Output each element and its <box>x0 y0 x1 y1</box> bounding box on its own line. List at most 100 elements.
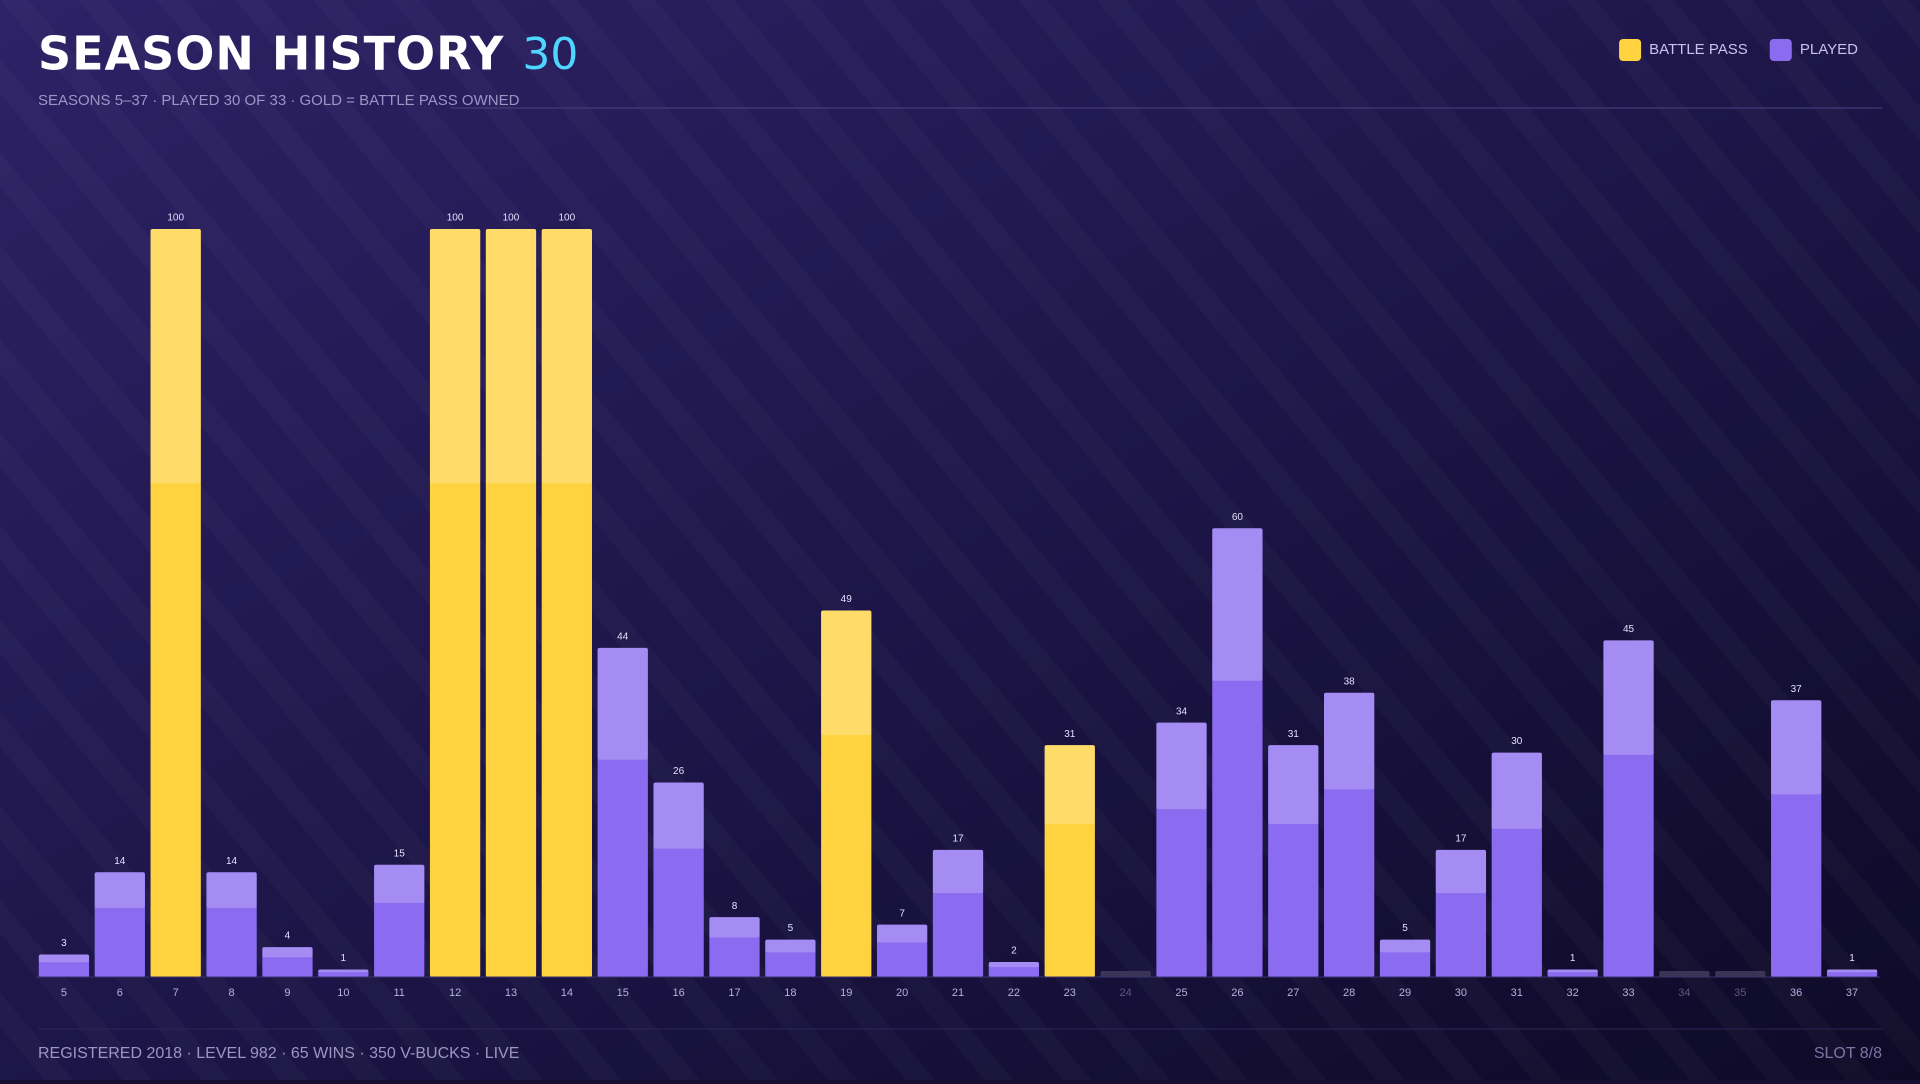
bar-highlight <box>932 849 984 894</box>
bar <box>1324 692 1375 977</box>
bar-highlight <box>765 939 816 953</box>
x-tick-label: 16 <box>672 987 684 999</box>
x-tick-label: 29 <box>1399 987 1411 999</box>
bar <box>38 954 90 977</box>
footer-stats: REGISTERED 2018 · LEVEL 982 · 65 WINS · … <box>38 1045 519 1062</box>
unplayed-stub <box>1659 971 1710 977</box>
bar <box>262 947 313 977</box>
bar-value-label: 1 <box>1849 953 1855 964</box>
bar <box>1771 700 1822 977</box>
x-tick-label: 35 <box>1734 987 1746 999</box>
title: SEASON HISTORY <box>38 27 504 81</box>
bar-highlight <box>1826 969 1878 973</box>
bar-highlight <box>374 864 425 903</box>
bar <box>1547 969 1598 977</box>
x-tick-label: 12 <box>449 987 461 999</box>
x-tick-label: 20 <box>896 987 908 999</box>
bar <box>150 229 201 977</box>
x-tick-label: 18 <box>784 987 796 999</box>
x-tick-label: 19 <box>840 987 852 999</box>
bar-value-label: 8 <box>732 901 738 912</box>
bar <box>1156 722 1207 977</box>
x-tick-label: 22 <box>1008 987 1020 999</box>
bar-highlight <box>821 610 872 736</box>
bar <box>597 647 648 977</box>
unplayed-stub <box>1100 971 1151 977</box>
title-count: 30 <box>522 29 578 80</box>
bar-highlight <box>1268 745 1319 824</box>
x-tick-label: 37 <box>1846 987 1858 999</box>
bar <box>94 872 145 977</box>
bar-value-label: 30 <box>1511 736 1523 747</box>
x-tick-label: 17 <box>728 987 740 999</box>
bar <box>1379 939 1431 977</box>
bar <box>485 229 537 977</box>
bar <box>988 962 1040 977</box>
unplayed-stub <box>1715 971 1766 977</box>
bar-highlight <box>485 229 537 484</box>
bar <box>1212 528 1263 977</box>
bar-highlight <box>653 782 704 849</box>
bar-highlight <box>1771 700 1822 795</box>
bar-highlight <box>597 647 648 760</box>
bar-value-label: 31 <box>1288 729 1300 740</box>
bar <box>765 939 816 977</box>
bar-highlight <box>1324 692 1375 790</box>
bar-value-label: 34 <box>1176 706 1188 717</box>
bar <box>206 872 257 977</box>
bar-highlight <box>38 954 90 963</box>
bar-value-label: 14 <box>114 856 126 867</box>
bar-value-label: 100 <box>447 213 464 224</box>
x-tick-label: 15 <box>617 987 629 999</box>
bar-highlight <box>318 969 369 973</box>
bar-highlight <box>206 872 257 908</box>
bar-value-label: 100 <box>559 213 576 224</box>
bar-value-label: 17 <box>952 833 964 844</box>
bar-highlight <box>150 229 201 484</box>
bar-highlight <box>541 229 592 484</box>
x-tick-label: 34 <box>1678 987 1690 999</box>
x-tick-label: 32 <box>1567 987 1579 999</box>
bar-highlight <box>262 947 313 958</box>
bar-highlight <box>94 872 145 908</box>
bar-highlight <box>1435 849 1487 894</box>
x-tick-label: 10 <box>337 987 349 999</box>
x-tick-label: 11 <box>394 987 405 999</box>
x-tick-label: 6 <box>117 987 123 999</box>
bar <box>318 969 369 977</box>
legend-swatch <box>1769 39 1792 61</box>
bar-value-label: 44 <box>617 632 629 643</box>
bar-value-label: 14 <box>226 856 238 867</box>
x-tick-label: 24 <box>1120 987 1132 999</box>
bar-value-label: 1 <box>341 953 347 964</box>
x-tick-label: 13 <box>505 987 517 999</box>
x-tick-label: 26 <box>1231 987 1243 999</box>
legend-label: BATTLE PASS <box>1649 41 1748 58</box>
x-tick-label: 8 <box>229 987 235 999</box>
bar-value-label: 37 <box>1791 684 1803 695</box>
bar-value-label: 45 <box>1623 624 1635 635</box>
bar-highlight <box>429 229 481 484</box>
bar-value-label: 2 <box>1011 946 1017 957</box>
bar-value-label: 15 <box>394 848 406 859</box>
x-tick-label: 28 <box>1343 987 1355 999</box>
bar-value-label: 49 <box>841 594 853 605</box>
bar-highlight <box>1603 640 1654 755</box>
x-tick-label: 7 <box>173 987 179 999</box>
bar <box>821 610 872 977</box>
bar-highlight <box>1491 752 1542 829</box>
bar-value-label: 7 <box>899 908 905 919</box>
bar <box>709 917 760 977</box>
bar <box>932 849 984 977</box>
bar-value-label: 1 <box>1570 953 1576 964</box>
bar-highlight <box>1044 745 1095 824</box>
bar-highlight <box>1379 939 1431 953</box>
x-tick-label: 25 <box>1175 987 1187 999</box>
bar <box>1491 752 1542 977</box>
bar <box>1603 640 1654 977</box>
bar-value-label: 3 <box>61 938 67 949</box>
bar-value-label: 5 <box>788 923 794 934</box>
footer-slot: SLOT 8/8 <box>1814 1045 1882 1062</box>
x-tick-label: 27 <box>1287 987 1299 999</box>
